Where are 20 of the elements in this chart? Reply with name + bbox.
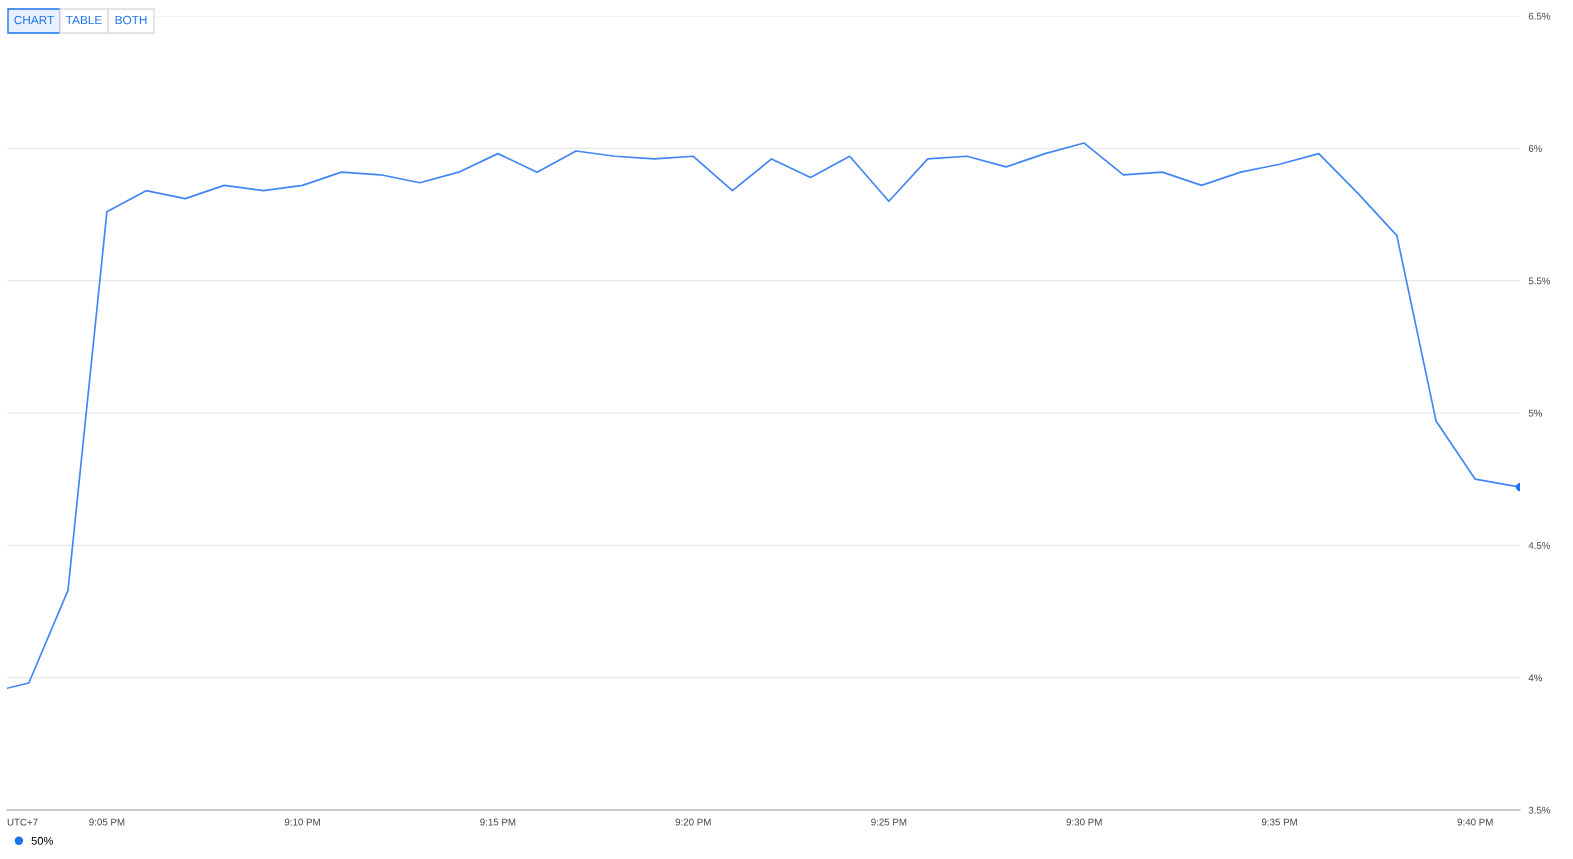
y-tick-label: 4.5% <box>1528 542 1551 549</box>
y-tick-label: 6.5% <box>1528 12 1551 20</box>
x-tick-label: 9:15 PM <box>480 818 516 826</box>
x-tick-label: 9:35 PM <box>1261 818 1297 826</box>
x-tick-label: 9:40 PM <box>1457 818 1493 826</box>
annotation: CHART <box>14 15 54 25</box>
y-tick-label: 4% <box>1528 674 1543 682</box>
y-tick-label: 5.5% <box>1528 277 1551 285</box>
text: UTC+7 <box>7 818 38 826</box>
x-tick-label: 9:10 PM <box>284 818 320 826</box>
annotation: BOTH <box>115 15 147 25</box>
x-tick-label: 9:25 PM <box>871 818 907 826</box>
annotation: TABLE <box>66 15 102 25</box>
y-tick-label: 5% <box>1528 409 1543 417</box>
x-tick-label: 9:20 PM <box>675 818 711 826</box>
x-tick-label: 9:30 PM <box>1066 818 1102 826</box>
y-tick-label: 3.5% <box>1528 806 1551 814</box>
legend-label: 50% <box>31 836 53 845</box>
y-tick-label: 6% <box>1528 145 1543 152</box>
x-tick-label: 9:05 PM <box>89 818 125 826</box>
